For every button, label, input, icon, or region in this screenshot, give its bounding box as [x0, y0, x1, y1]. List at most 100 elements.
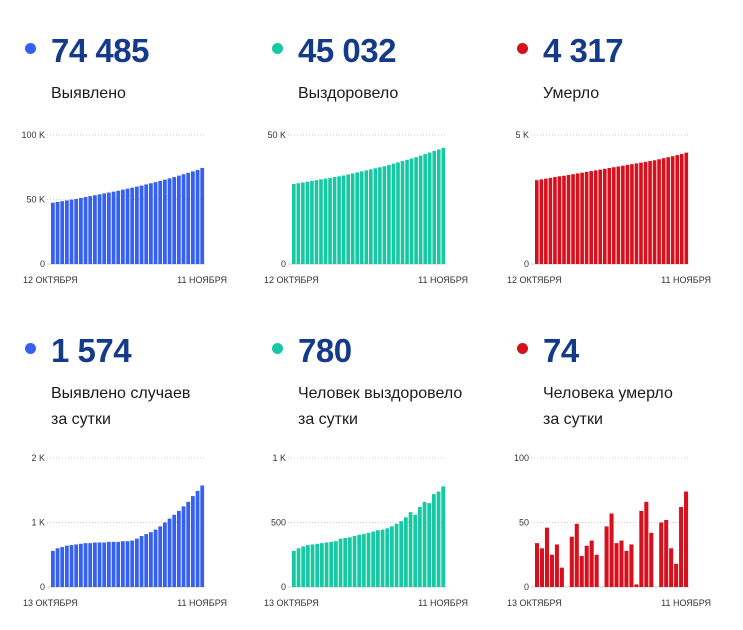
bar	[369, 169, 373, 264]
bar	[135, 186, 139, 264]
y-tick-label: 0	[524, 582, 529, 592]
bar	[679, 507, 684, 587]
y-tick-label: 1 K	[31, 518, 45, 528]
bar	[630, 164, 634, 264]
bar	[675, 155, 680, 264]
bar	[314, 180, 319, 264]
bar	[149, 532, 153, 587]
bar	[55, 201, 60, 264]
bar	[296, 548, 301, 587]
bar	[580, 172, 584, 264]
bar	[51, 202, 55, 264]
bar	[575, 173, 580, 264]
y-tick-label: 0	[281, 259, 286, 269]
y-tick-label: 1 K	[272, 453, 286, 463]
bar	[320, 543, 324, 587]
bar	[97, 194, 102, 264]
y-tick-label: 50	[519, 518, 529, 528]
bar	[584, 545, 589, 587]
x-axis-label: 12 ОКТЯБРЯ	[507, 275, 562, 285]
stat-value: 780	[298, 332, 352, 369]
bar	[394, 523, 399, 587]
bar	[400, 161, 405, 264]
bar	[332, 177, 337, 264]
bar	[423, 154, 427, 264]
bar	[648, 161, 652, 264]
bar	[348, 537, 352, 587]
bar	[432, 151, 437, 264]
bar	[427, 152, 432, 264]
bar	[102, 193, 107, 264]
bar	[350, 173, 355, 264]
bar	[614, 543, 619, 587]
bar	[177, 510, 181, 587]
stat-label-line: за сутки	[543, 411, 603, 428]
bar	[93, 195, 97, 264]
bar	[65, 200, 69, 264]
bar	[539, 548, 545, 587]
bar	[396, 162, 400, 264]
bar	[83, 543, 88, 587]
bar	[366, 532, 371, 587]
bar	[60, 201, 65, 264]
bar	[357, 534, 362, 587]
bar	[639, 162, 643, 264]
bar	[319, 179, 323, 264]
y-tick-label: 0	[40, 259, 45, 269]
bar	[593, 170, 598, 264]
bar	[553, 177, 557, 264]
bar	[359, 171, 364, 264]
bar	[195, 169, 200, 264]
bar	[382, 166, 387, 264]
bar	[296, 183, 301, 264]
bar	[387, 164, 391, 264]
bar	[427, 503, 432, 587]
bar	[79, 197, 83, 264]
bar	[144, 534, 149, 587]
bar	[598, 169, 603, 264]
bar	[74, 544, 79, 587]
bar	[341, 175, 346, 264]
bar	[418, 507, 422, 587]
bar	[301, 546, 306, 587]
y-tick-label: 0	[281, 582, 286, 592]
bar	[559, 567, 564, 587]
bar	[571, 174, 575, 264]
bar	[548, 177, 553, 264]
bar	[657, 159, 661, 264]
x-axis-label: 13 ОКТЯБРЯ	[507, 598, 562, 608]
bar	[621, 165, 625, 264]
bar	[418, 155, 423, 264]
bar	[153, 529, 158, 588]
x-axis-label: 11 НОЯБРЯ	[177, 275, 227, 285]
bar	[69, 545, 74, 588]
bar	[107, 541, 111, 587]
bar	[376, 530, 380, 587]
bar	[55, 548, 60, 587]
bar	[149, 183, 153, 264]
bar	[167, 518, 172, 587]
stat-panel-recovered-total: 45 032 Выздоровело	[265, 30, 505, 330]
bar	[334, 541, 338, 587]
bar	[338, 538, 343, 588]
bar	[371, 531, 376, 587]
legend-dot	[25, 43, 36, 54]
bar	[649, 532, 654, 587]
bar	[88, 543, 93, 587]
stat-label-line: Умерло	[543, 85, 600, 102]
bar	[670, 156, 675, 264]
y-tick-label: 50 K	[26, 195, 45, 205]
bar	[584, 171, 589, 264]
bar	[441, 147, 446, 264]
bar	[679, 154, 684, 264]
bar	[315, 543, 320, 587]
bar	[186, 172, 191, 264]
bar	[413, 514, 418, 587]
bar	[116, 190, 121, 264]
stat-value: 1 574	[51, 332, 132, 369]
stat-label-line: Человек выздоровело	[298, 385, 463, 402]
bar	[306, 545, 310, 588]
